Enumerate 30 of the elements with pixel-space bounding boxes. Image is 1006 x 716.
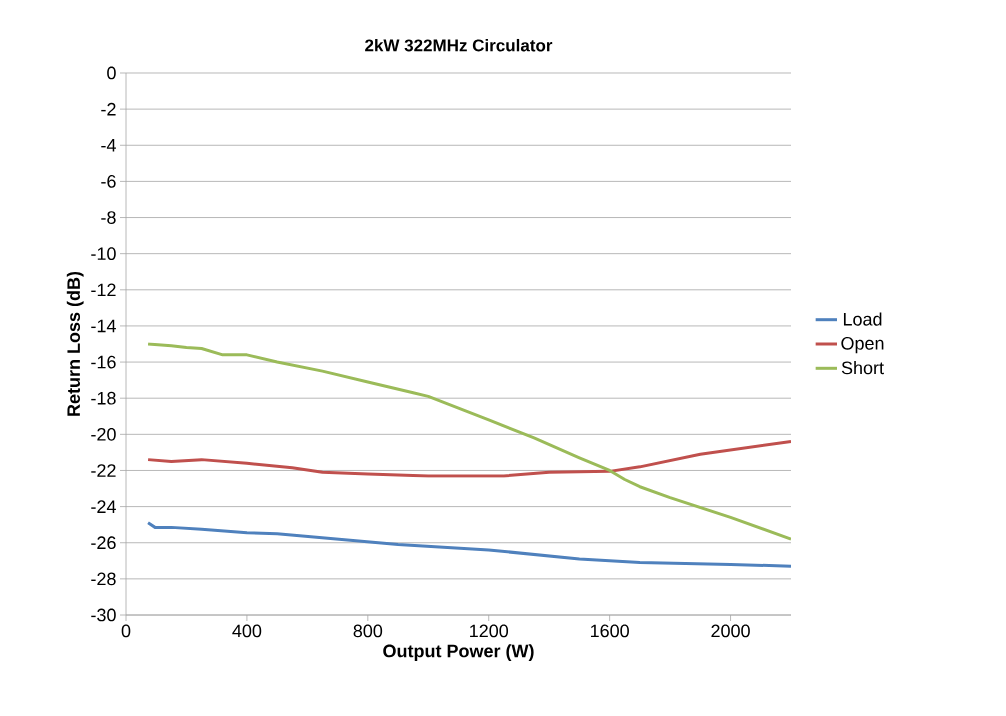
y-tick-label: -18 — [91, 391, 116, 405]
line-series — [146, 440, 791, 478]
y-tick-label: -8 — [101, 211, 116, 224]
y-tick-label: -6 — [101, 175, 116, 188]
x-tick-label: 800 — [353, 624, 383, 638]
y-tick-label: -22 — [91, 464, 116, 477]
x-tick-label: 400 — [232, 624, 262, 638]
y-tick-label: -28 — [91, 572, 116, 586]
chart-title: 2kW 322MHz Circulator — [365, 38, 553, 52]
x-tick-label: 1600 — [590, 624, 629, 638]
x-axis-title: Output Power (W) — [383, 644, 534, 661]
x-tick-label: 0 — [121, 624, 131, 638]
x-tick-label: 2000 — [711, 624, 750, 638]
legend-label: Load — [843, 312, 882, 326]
y-tick-label: -10 — [91, 247, 116, 261]
y-tick-label: -14 — [91, 319, 116, 333]
y-tick-label: -4 — [101, 139, 116, 152]
x-tick-label: 1200 — [470, 624, 509, 638]
y-tick-label: -24 — [91, 500, 116, 513]
y-tick-label: 0 — [107, 66, 116, 80]
y-tick-label: -20 — [91, 427, 116, 441]
legend-label: Short — [841, 361, 884, 375]
y-tick-label: -16 — [91, 355, 116, 369]
y-tick-label: -12 — [91, 283, 116, 297]
legend-label: Open — [841, 336, 884, 354]
y-tick-label: -30 — [91, 608, 116, 622]
y-tick-label: -2 — [101, 102, 116, 116]
y-tick-label: -26 — [91, 536, 116, 550]
line-series — [146, 342, 791, 541]
y-axis-title: Return Loss (dB) — [66, 271, 84, 416]
